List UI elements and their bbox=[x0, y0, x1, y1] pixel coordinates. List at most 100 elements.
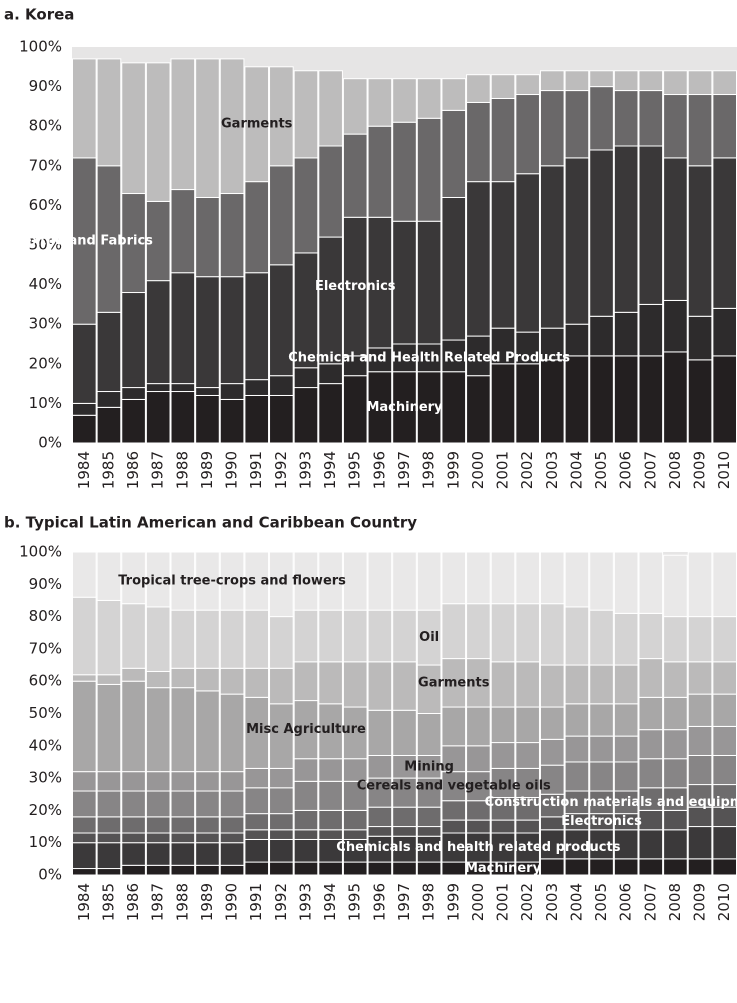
x-tick-label: 1984 bbox=[75, 451, 93, 489]
bar-segment bbox=[367, 609, 393, 663]
bar-segment bbox=[244, 861, 270, 876]
bar-segment bbox=[195, 790, 220, 818]
bar-segment bbox=[244, 551, 270, 611]
bar-segment bbox=[293, 387, 319, 444]
x-tick-label: 1985 bbox=[99, 883, 117, 921]
bar-segment bbox=[96, 551, 122, 601]
bar-segment bbox=[293, 829, 319, 840]
x-tick-label: 1986 bbox=[124, 883, 142, 921]
x-tick-label: 2004 bbox=[567, 883, 585, 921]
y-tick-label: 20% bbox=[29, 354, 62, 372]
y-tick-label: 40% bbox=[29, 275, 62, 293]
y-tick-label: 30% bbox=[29, 769, 62, 787]
series-label: Garments bbox=[418, 675, 490, 690]
bar-segment bbox=[638, 551, 664, 614]
bar-segment bbox=[441, 196, 467, 341]
bar-segment bbox=[515, 742, 540, 769]
x-tick-label: 2002 bbox=[518, 451, 536, 489]
bar-segment bbox=[416, 861, 442, 876]
bar-segment bbox=[589, 551, 614, 611]
bar-segment bbox=[392, 78, 417, 123]
bar-segment bbox=[466, 74, 491, 103]
bar-segment bbox=[195, 58, 220, 198]
bar-segment bbox=[121, 864, 146, 876]
bar-segment bbox=[712, 725, 737, 756]
bar-segment bbox=[96, 311, 122, 393]
bar-segment bbox=[121, 387, 146, 400]
bar-segment bbox=[367, 661, 393, 711]
bar-segment bbox=[416, 826, 442, 837]
bar-segment bbox=[466, 101, 491, 183]
bar-segment bbox=[613, 311, 639, 357]
bar-segment bbox=[539, 664, 565, 708]
bar-segment bbox=[293, 838, 319, 863]
bar-segment bbox=[490, 603, 516, 663]
bar-segment bbox=[195, 864, 220, 876]
bar-segment bbox=[145, 864, 171, 876]
bar-segment bbox=[72, 680, 97, 773]
series-label: Construction materials and equipment bbox=[485, 795, 737, 810]
bar-segment bbox=[145, 391, 171, 444]
bar-segment bbox=[613, 612, 639, 666]
bar-segment bbox=[72, 816, 97, 834]
y-tick-label: 70% bbox=[29, 639, 62, 657]
y-tick-label: 60% bbox=[29, 196, 62, 214]
bar-segment bbox=[72, 402, 97, 416]
bar-segment bbox=[72, 674, 97, 682]
x-tick-label: 1998 bbox=[420, 883, 438, 921]
y-tick-label: 90% bbox=[29, 77, 62, 95]
x-tick-label: 1994 bbox=[321, 451, 339, 489]
bar-segment bbox=[96, 391, 122, 408]
bar-segment bbox=[687, 315, 713, 361]
bar-segment bbox=[539, 70, 565, 92]
bar-segment bbox=[589, 664, 614, 705]
bar-segment bbox=[416, 551, 442, 611]
bar-segment bbox=[318, 145, 343, 238]
bar-segment bbox=[392, 826, 417, 837]
bar-segment bbox=[687, 806, 713, 828]
bar-segment bbox=[170, 842, 196, 866]
bar-segment bbox=[219, 790, 245, 818]
bar-segment bbox=[663, 351, 688, 444]
bar-segment bbox=[638, 758, 664, 789]
bar-segment bbox=[72, 790, 97, 818]
x-tick-label: 1995 bbox=[346, 883, 364, 921]
bar-segment bbox=[318, 829, 343, 840]
bar-segment bbox=[244, 272, 270, 381]
series-label: Chemical and Health Related Products bbox=[288, 350, 570, 365]
y-tick-label: 70% bbox=[29, 156, 62, 174]
bar-segment bbox=[392, 661, 417, 711]
bar-segment bbox=[564, 703, 590, 737]
x-tick-label: 1993 bbox=[296, 883, 314, 921]
bar-segment bbox=[490, 742, 516, 769]
bar-segment bbox=[219, 398, 245, 444]
bar-segment bbox=[589, 86, 614, 151]
x-tick-label: 2006 bbox=[617, 883, 635, 921]
bar-segment bbox=[342, 661, 368, 708]
y-tick-label: 10% bbox=[29, 833, 62, 851]
x-tick-label: 2004 bbox=[567, 451, 585, 489]
bar-segment bbox=[589, 355, 614, 444]
bar-segment bbox=[72, 596, 97, 676]
bar-segment bbox=[687, 754, 713, 786]
bar-segment bbox=[515, 706, 540, 744]
bar-segment bbox=[269, 767, 294, 789]
x-tick-label: 2003 bbox=[543, 883, 561, 921]
x-tick-label: 1987 bbox=[149, 451, 167, 489]
bar-segment bbox=[589, 761, 614, 792]
bar-segment bbox=[342, 861, 368, 876]
bar-segment bbox=[589, 149, 614, 317]
bar-segment bbox=[539, 603, 565, 666]
bar-segment bbox=[121, 551, 146, 605]
bar-segment bbox=[490, 363, 516, 444]
bar-segment bbox=[219, 609, 245, 669]
bar-segment bbox=[663, 858, 688, 876]
series-label: Textile and Fabrics bbox=[16, 234, 153, 249]
x-tick-label: 2006 bbox=[617, 451, 635, 489]
bar-segment bbox=[712, 693, 737, 727]
bar-segment bbox=[96, 832, 122, 844]
bar-segment bbox=[613, 761, 639, 792]
bar-segment bbox=[293, 157, 319, 254]
bar-segment bbox=[96, 842, 122, 870]
bar-segment bbox=[613, 90, 639, 147]
